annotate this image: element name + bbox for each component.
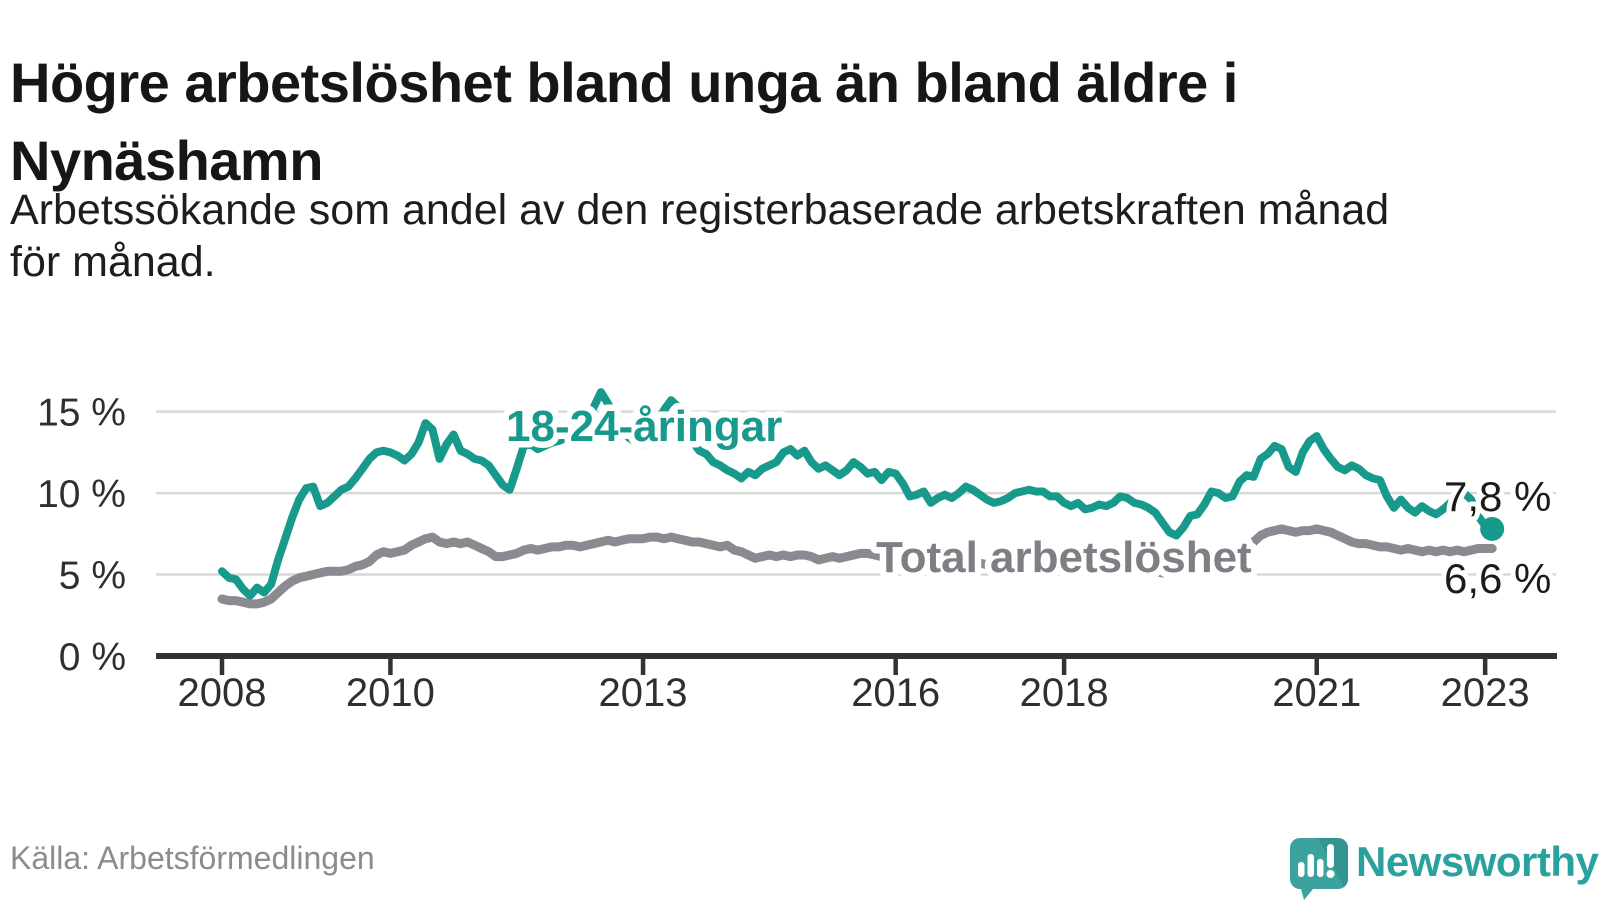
x-tick-label-2016: 2016 (851, 671, 940, 715)
total-series-line (217, 524, 1497, 609)
total-series-label: Total arbetslöshet (876, 533, 1252, 582)
x-tick-label-2018: 2018 (1020, 671, 1109, 715)
gridlines: 0 % 5 % 10 % 15 % (37, 392, 1556, 679)
newsworthy-logo-mark (1290, 838, 1348, 900)
title-line-1: Högre arbetslöshet bland unga än bland ä… (10, 50, 1238, 114)
chart-subtitle: Arbetssökande som andel av den registerb… (10, 184, 1570, 289)
newsworthy-wordmark: Newsworthy (1356, 838, 1599, 885)
page-title: Högre arbetslöshet bland unga än bland ä… (10, 44, 1598, 201)
x-tick-label-2013: 2013 (599, 671, 688, 715)
subtitle-line-2: för månad. (10, 238, 216, 287)
subtitle-line-1: Arbetssökande som andel av den registerb… (10, 186, 1390, 234)
total-end-value-label: 6,6 % (1444, 555, 1551, 602)
data-series (217, 388, 1505, 609)
x-tick-label-2023: 2023 (1441, 671, 1530, 715)
x-tick-label-2008: 2008 (178, 671, 267, 715)
youth-series-line (218, 388, 1497, 600)
x-axis: 2008 2010 2013 2016 2018 2021 2023 (156, 653, 1557, 715)
x-tick-label-2010: 2010 (346, 671, 435, 715)
logo-bars-icon (1298, 844, 1335, 878)
x-tick-label-2021: 2021 (1272, 671, 1361, 715)
chart-labels: 18-24-åringar Total arbetslöshet 7,8 % 6,6 … (500, 396, 1557, 608)
source-note: Källa: Arbetsförmedlingen (10, 840, 375, 876)
youth-end-dot (1480, 516, 1505, 541)
y-tick-label-5: 5 % (59, 555, 126, 598)
youth-series-label: 18-24-åringar (506, 402, 782, 451)
y-tick-label-10: 10 % (37, 473, 126, 516)
newsworthy-logo (1290, 838, 1348, 900)
y-tick-label-15: 15 % (37, 392, 126, 435)
youth-end-value-label: 7,8 % (1444, 473, 1551, 520)
title-line-2: Nynäshamn (10, 128, 323, 192)
y-tick-label-0: 0 % (59, 636, 126, 679)
